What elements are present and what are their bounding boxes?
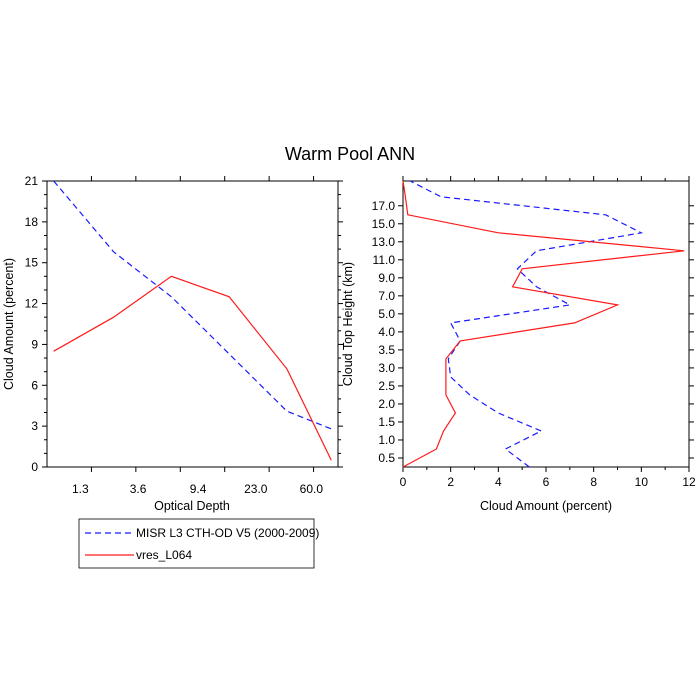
right-y-tick-label: 13.0 [372, 235, 396, 249]
right-series-model-line [402, 180, 685, 468]
right-y-tick-label: 1.0 [378, 433, 395, 447]
right-y-axis-label: Cloud Top Height (km) [341, 262, 355, 386]
left-axes: 0 3 6 9 12 15 18 21 1.3 3.6 9.4 23.0 60.0 [25, 174, 343, 496]
right-series [402, 180, 685, 468]
legend-label-obs: MISR L3 CTH-OD V5 (2000-2009) [136, 526, 319, 540]
left-y-tick-label: 21 [25, 174, 39, 188]
left-y-axis-label: Cloud Amount (percent) [2, 258, 16, 390]
left-x-tick-label: 9.4 [190, 482, 207, 496]
left-y-tick-label: 15 [25, 256, 39, 270]
right-y-tick-label: 0.5 [378, 451, 395, 465]
left-series [53, 180, 332, 461]
left-x-tick-label: 1.3 [72, 482, 89, 496]
right-x-tick-label: 12 [682, 475, 696, 489]
right-y-tick-label: 5.0 [378, 307, 395, 321]
left-x-tick-label: 23.0 [244, 482, 268, 496]
left-y-tick-label: 3 [31, 419, 38, 433]
right-x-tick-label: 4 [495, 475, 502, 489]
right-x-axis-label: Cloud Amount (percent) [480, 499, 612, 513]
left-x-tick-label: 3.6 [130, 482, 147, 496]
right-y-tick-label: 9.0 [378, 271, 395, 285]
right-y-tick-label: 15.0 [372, 217, 396, 231]
legend: MISR L3 CTH-OD V5 (2000-2009) vres_L064 [78, 518, 319, 569]
right-y-tick-label: 2.5 [378, 379, 395, 393]
right-y-tick-label: 3.0 [378, 361, 395, 375]
right-axes: 0 2 4 6 8 10 12 0.5 1.0 1.5 2.0 2.5 3.0 3.5 4.0 5.0 7.0 9… [372, 176, 696, 489]
left-series-obs-line [53, 180, 332, 430]
left-y-tick-label: 6 [31, 378, 38, 392]
right-y-tick-label: 7.0 [378, 289, 395, 303]
right-y-tick-label: 1.5 [378, 415, 395, 429]
right-y-tick-label: 2.0 [378, 397, 395, 411]
right-x-tick-label: 6 [543, 475, 550, 489]
left-panel: 0 3 6 9 12 15 18 21 1.3 3.6 9.4 23.0 60.0 Optical De… [2, 174, 343, 513]
left-y-tick-label: 0 [31, 460, 38, 474]
right-x-tick-label: 8 [590, 475, 597, 489]
left-y-tick-label: 12 [25, 297, 39, 311]
right-panel: 0 2 4 6 8 10 12 0.5 1.0 1.5 2.0 2.5 3.0 3.5 4.0 5.0 7.0 9… [341, 176, 696, 513]
left-y-tick-label: 18 [25, 215, 39, 229]
right-series-obs-line [409, 180, 644, 468]
right-x-tick-label: 10 [635, 475, 649, 489]
left-x-axis-label: Optical Depth [154, 499, 230, 513]
chart-title: Warm Pool ANN [285, 144, 415, 164]
right-y-tick-label: 11.0 [373, 253, 396, 267]
legend-box [78, 518, 315, 569]
left-plot-frame [46, 180, 339, 468]
right-y-tick-label: 3.5 [378, 343, 395, 357]
right-plot-frame [402, 180, 690, 468]
right-y-tick-label: 17.0 [372, 199, 396, 213]
right-y-tick-label: 4.0 [378, 325, 395, 339]
left-series-model-line [53, 275, 332, 461]
right-x-tick-label: 0 [400, 475, 407, 489]
left-y-tick-label: 9 [31, 337, 38, 351]
right-x-tick-label: 2 [447, 475, 454, 489]
left-x-tick-label: 60.0 [300, 482, 324, 496]
legend-label-model: vres_L064 [136, 548, 192, 562]
